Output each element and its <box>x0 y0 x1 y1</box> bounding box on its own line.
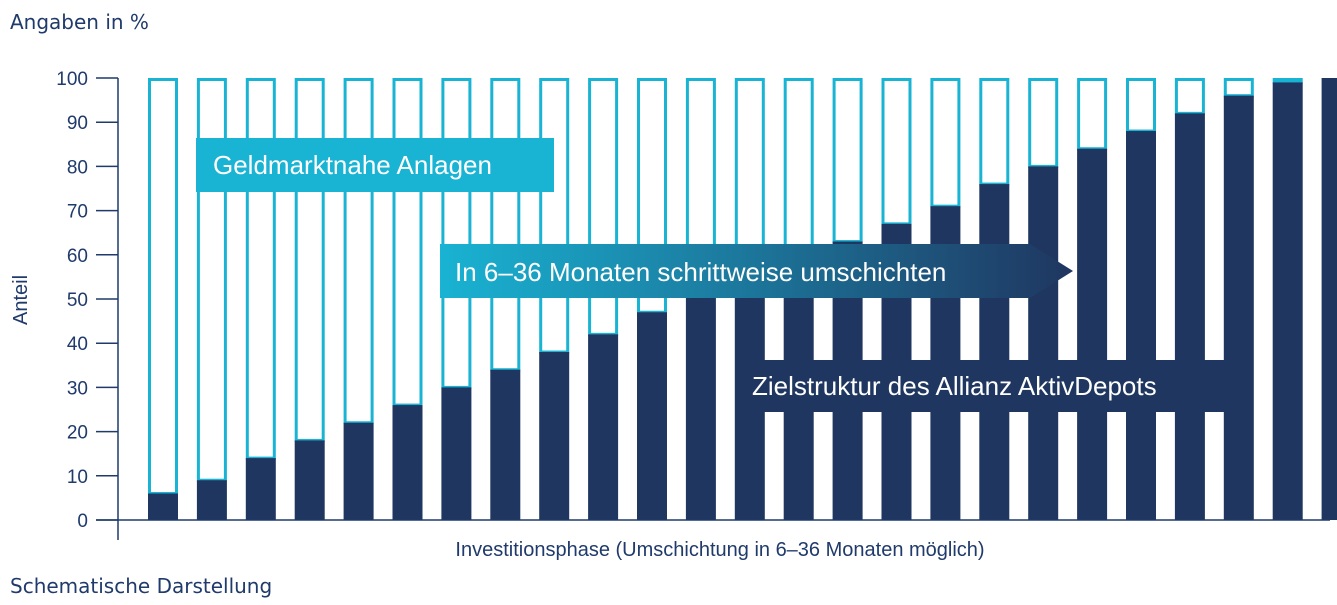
y-tick-label: 60 <box>67 246 88 267</box>
target-structure-bar <box>539 352 570 520</box>
money-market-bar <box>1174 78 1205 115</box>
money-market-label-background <box>196 138 554 192</box>
unit-note: Angaben in % <box>10 10 149 34</box>
money-market-bar <box>392 78 423 407</box>
y-tick-label: 90 <box>67 113 88 134</box>
target-structure-bar <box>685 294 716 520</box>
target-structure-bar <box>294 440 325 520</box>
money-market-bar <box>148 78 178 495</box>
money-market-bar <box>245 78 276 460</box>
money-market-bar <box>539 78 570 354</box>
money-market-bar <box>294 78 325 442</box>
target-structure-bar <box>148 493 178 520</box>
target-structure-bar <box>490 369 521 520</box>
y-tick-label: 50 <box>67 290 88 311</box>
target-label: Zielstruktur des Allianz AktivDepots <box>735 360 1245 412</box>
shift-arrow-shape <box>440 244 1073 298</box>
target-structure-bar <box>1272 82 1303 521</box>
y-tick-label: 70 <box>67 202 88 223</box>
target-structure-bar <box>245 458 276 520</box>
money-market-label: Geldmarktnahe Anlagen <box>196 138 554 192</box>
target-structure-bar <box>392 405 423 520</box>
money-market-bar <box>1272 78 1303 84</box>
target-label-text: Zielstruktur des Allianz AktivDepots <box>752 371 1157 401</box>
money-market-bar <box>832 78 863 244</box>
money-market-bar <box>343 78 374 425</box>
target-structure-bar <box>441 387 472 520</box>
y-tick-label: 80 <box>67 157 88 178</box>
target-structure-bar <box>979 184 1010 520</box>
shift-arrow-label: In 6–36 Monaten schrittweise umschichten <box>455 257 946 287</box>
money-market-bar <box>783 78 814 261</box>
y-tick-label: 40 <box>67 334 88 355</box>
money-market-bar <box>881 78 912 226</box>
target-structure-bar <box>1028 166 1059 520</box>
y-tick-label: 30 <box>67 378 88 399</box>
y-tick-label: 100 <box>56 69 88 90</box>
target-structure-bar <box>343 422 374 520</box>
target-label-background <box>735 360 1245 412</box>
y-tick-label: 0 <box>77 511 88 532</box>
money-market-bar <box>1077 78 1108 151</box>
target-structure-bar <box>196 480 227 520</box>
target-structure-bar <box>637 312 667 520</box>
money-market-label-text: Geldmarktnahe Anlagen <box>213 150 492 180</box>
target-structure-bar <box>588 334 619 520</box>
target-structure-bar <box>1321 78 1337 520</box>
money-market-bar <box>1028 78 1059 168</box>
target-structure-bar <box>1077 148 1108 520</box>
money-market-bar <box>490 78 521 372</box>
y-axis-label: Anteil <box>10 275 32 325</box>
money-market-bar <box>979 78 1010 186</box>
money-market-bar <box>441 78 472 389</box>
target-structure-bar <box>1126 131 1156 521</box>
x-axis-label: Investitionsphase (Umschichtung in 6–36 … <box>455 539 984 561</box>
target-structure-bar <box>1174 113 1205 521</box>
footer-note: Schematische Darstellung <box>10 574 273 598</box>
money-market-bar <box>1223 78 1254 98</box>
y-tick-label: 20 <box>67 423 88 444</box>
money-market-bar <box>1126 78 1156 133</box>
axes: 0 10 20 30 40 50 60 70 80 90 100 <box>56 69 1330 540</box>
money-market-bar <box>930 78 961 208</box>
y-tick-label: 10 <box>67 467 88 488</box>
shift-arrow: In 6–36 Monaten schrittweise umschichten <box>440 244 1073 298</box>
target-structure-bar <box>1223 95 1254 521</box>
